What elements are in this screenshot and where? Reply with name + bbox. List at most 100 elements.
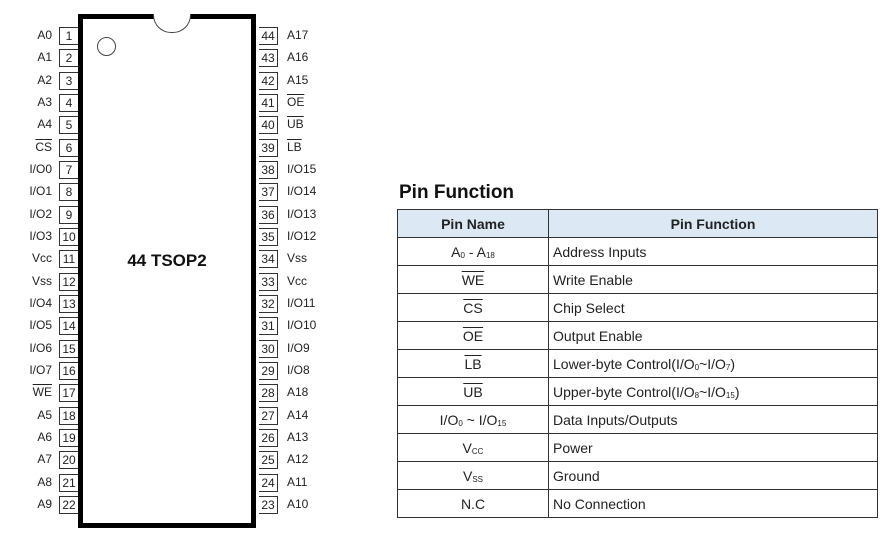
pin-number-box: 31 bbox=[259, 317, 278, 336]
pin-name-cell: VSS bbox=[397, 461, 549, 490]
subscript-text: 7 bbox=[725, 362, 731, 372]
pin-number-box: 19 bbox=[59, 428, 78, 447]
table-row: OE Output Enable bbox=[397, 321, 878, 350]
pin-number-box: 33 bbox=[259, 272, 278, 291]
text-segment: Chip Select bbox=[553, 299, 625, 316]
pin-name-cell: A0 - A18 bbox=[397, 237, 549, 266]
pin-number-box: 10 bbox=[59, 227, 78, 246]
pin-number-box: 39 bbox=[259, 138, 278, 157]
pin-label: A5 bbox=[37, 407, 52, 423]
pin-label: I/O10 bbox=[287, 317, 316, 333]
table-row: VCC Power bbox=[397, 433, 878, 462]
pin-label: A1 bbox=[37, 49, 52, 65]
pin-number-box: 18 bbox=[59, 406, 78, 425]
table-row: A0 - A18 Address Inputs bbox=[397, 237, 878, 266]
pin-label: I/O1 bbox=[29, 183, 52, 199]
text-segment: A1 bbox=[37, 50, 52, 65]
text-segment: I/O6 bbox=[29, 340, 52, 355]
table-row: CS Chip Select bbox=[397, 293, 878, 322]
pin-number-box: 8 bbox=[59, 183, 78, 202]
pin-label: A14 bbox=[287, 407, 308, 423]
pin-number-box: 44 bbox=[259, 27, 278, 45]
pin-number-box: 26 bbox=[259, 428, 278, 447]
pin-number-box: 17 bbox=[59, 384, 78, 403]
text-segment: I/O2 bbox=[29, 206, 52, 221]
pin-label: A3 bbox=[37, 94, 52, 110]
text-segment: I/O10 bbox=[287, 318, 317, 333]
text-segment: I/O15 bbox=[287, 161, 317, 176]
text-segment: I/O12 bbox=[287, 228, 317, 243]
pin-label: A13 bbox=[287, 429, 308, 445]
pin-number-box: 4 bbox=[59, 93, 78, 112]
text-segment: A12 bbox=[287, 452, 309, 467]
pin-name-cell: OE bbox=[397, 321, 549, 350]
subscript-text: 0 bbox=[460, 250, 465, 260]
pin-label: A15 bbox=[287, 72, 308, 88]
pin-number-box: 32 bbox=[259, 294, 278, 313]
active-low-text: WE bbox=[461, 271, 485, 288]
active-low-text: UB bbox=[287, 117, 304, 132]
pin-function-cell: Ground bbox=[548, 461, 878, 490]
table-header-row: Pin Name Pin Function bbox=[397, 209, 878, 238]
subscript-text: 0 bbox=[694, 362, 700, 372]
pin-function-cell: Write Enable bbox=[548, 265, 878, 294]
text-segment: ~I/O bbox=[699, 355, 726, 372]
text-segment: Vss bbox=[31, 273, 52, 288]
text-segment: ~I/O bbox=[699, 383, 726, 400]
pin-number-box: 30 bbox=[259, 339, 278, 358]
text-segment: V bbox=[462, 439, 472, 456]
pin-label: A2 bbox=[37, 72, 52, 88]
pin-function-cell: No Connection bbox=[548, 489, 878, 518]
pin-name-cell: LB bbox=[397, 349, 549, 378]
orientation-notch bbox=[153, 14, 191, 33]
pin-label: I/O0 bbox=[29, 161, 52, 177]
pin-number-box: 5 bbox=[59, 116, 78, 135]
text-segment: A3 bbox=[37, 94, 52, 109]
package-name: 44 TSOP2 bbox=[127, 251, 207, 270]
text-segment: I/O13 bbox=[287, 206, 317, 221]
text-segment: A0 bbox=[37, 28, 52, 42]
pin-name-cell: CS bbox=[397, 293, 549, 322]
pin-number-box: 37 bbox=[259, 183, 278, 202]
text-segment: A13 bbox=[287, 429, 309, 444]
text-segment: A9 bbox=[37, 496, 52, 511]
pin-label: A16 bbox=[287, 49, 308, 65]
pin-number-box: 41 bbox=[259, 93, 278, 112]
text-segment: Output Enable bbox=[553, 327, 643, 344]
text-segment: A bbox=[451, 243, 461, 260]
text-segment: ) bbox=[734, 383, 740, 400]
text-segment: N.C bbox=[460, 495, 486, 512]
pin-name-cell: VCC bbox=[397, 433, 549, 462]
text-segment: ) bbox=[730, 355, 736, 372]
text-segment: V bbox=[462, 467, 473, 484]
text-segment: Address Inputs bbox=[553, 243, 647, 260]
pin-label: A6 bbox=[37, 429, 52, 445]
pin-number-box: 11 bbox=[59, 250, 78, 269]
pin-function-cell: Upper-byte Control(I/O8~I/O15) bbox=[548, 377, 878, 406]
pin-label: A11 bbox=[287, 474, 307, 490]
text-segment: A11 bbox=[287, 474, 308, 489]
pin-label: I/O4 bbox=[29, 295, 52, 311]
active-low-text: LB bbox=[464, 355, 482, 372]
pin-label: Vss bbox=[287, 250, 307, 266]
pin-number-box: 16 bbox=[59, 361, 78, 380]
pin-function-title: Pin Function bbox=[399, 182, 515, 203]
pin-label: A7 bbox=[37, 451, 52, 467]
pin-label: I/O14 bbox=[287, 183, 316, 199]
pin-number-box: 27 bbox=[259, 406, 278, 425]
text-segment: A17 bbox=[287, 28, 309, 42]
pin-label: Vss bbox=[32, 273, 52, 289]
pin-number-box: 6 bbox=[59, 138, 78, 157]
table-row: LB Lower-byte Control(I/O0~I/O7) bbox=[397, 349, 878, 378]
text-segment: A8 bbox=[37, 474, 52, 489]
pin-label: UB bbox=[287, 116, 304, 132]
pin-number-box: 13 bbox=[59, 294, 78, 313]
chip-package-outline: 44 TSOP2 bbox=[78, 14, 256, 528]
subscript-text: 8 bbox=[694, 390, 700, 400]
pin-number-box: 25 bbox=[259, 451, 278, 470]
pin-name-cell: UB bbox=[397, 377, 549, 406]
pin-number-box: 1 bbox=[59, 27, 78, 45]
pin-number-box: 21 bbox=[59, 473, 78, 492]
text-segment: I/O7 bbox=[29, 362, 52, 377]
text-segment: A7 bbox=[37, 452, 52, 467]
